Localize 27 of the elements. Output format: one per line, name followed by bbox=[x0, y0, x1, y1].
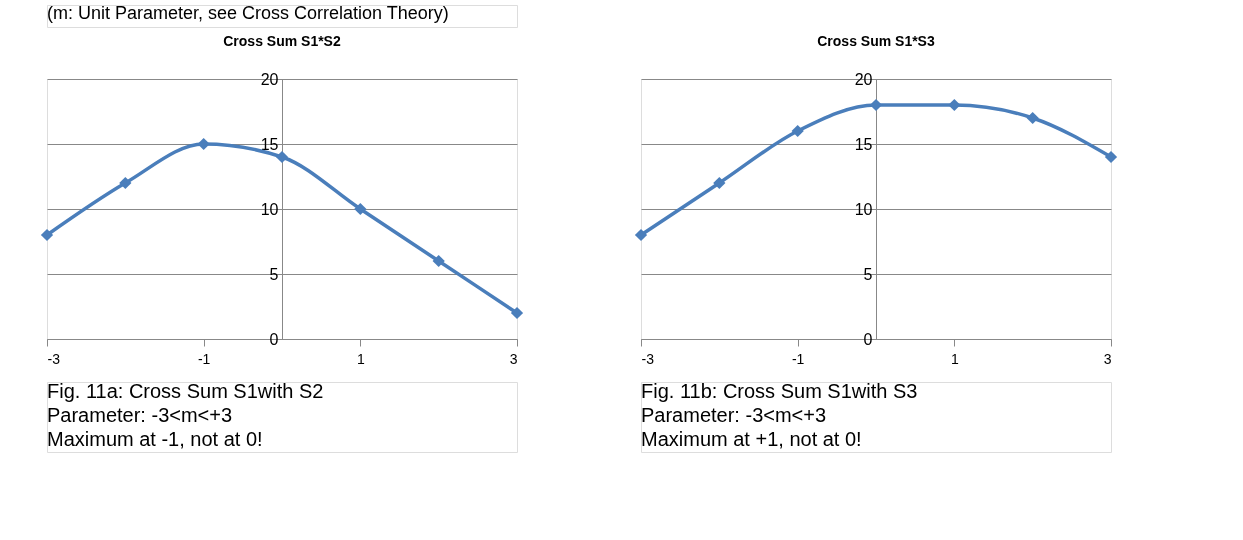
y-tick-label: 0 bbox=[269, 330, 279, 348]
y-tick-label: 10 bbox=[854, 200, 873, 218]
chart-title: Cross Sum S1*S2 bbox=[223, 33, 341, 49]
x-tick-label: -1 bbox=[197, 350, 211, 367]
x-tick-label: 3 bbox=[509, 350, 518, 367]
x-tick-label: -1 bbox=[791, 350, 805, 367]
text: Maximum at +1, not at 0! bbox=[641, 428, 862, 450]
text: Parameter: -3<m<+3 bbox=[641, 404, 827, 426]
y-tick-label: 5 bbox=[269, 265, 279, 283]
y-tick-label: 5 bbox=[863, 265, 873, 283]
x-tick-label: 1 bbox=[950, 350, 959, 367]
text: Parameter: -3<m<+3 bbox=[47, 404, 233, 426]
y-tick-label: 20 bbox=[854, 70, 873, 88]
chart-title: Cross Sum S1*S3 bbox=[817, 33, 935, 49]
x-tick-label: -3 bbox=[641, 350, 655, 367]
caption: Fig. 11b: Cross Sum S1with S3 bbox=[641, 380, 918, 402]
x-tick-label: 3 bbox=[1103, 350, 1112, 367]
y-tick-label: 15 bbox=[854, 135, 873, 153]
x-tick-label: 1 bbox=[356, 350, 365, 367]
text: (m: Unit Parameter, see Cross Correlation Theory) bbox=[47, 3, 449, 23]
caption: Fig. 11a: Cross Sum S1with S2 bbox=[47, 380, 324, 402]
y-tick-label: 0 bbox=[863, 330, 873, 348]
text: Maximum at -1, not at 0! bbox=[47, 428, 263, 450]
y-tick-label: 10 bbox=[260, 200, 279, 218]
y-tick-label: 15 bbox=[260, 135, 279, 153]
y-tick-label: 20 bbox=[260, 70, 279, 88]
x-tick-label: -3 bbox=[47, 350, 61, 367]
